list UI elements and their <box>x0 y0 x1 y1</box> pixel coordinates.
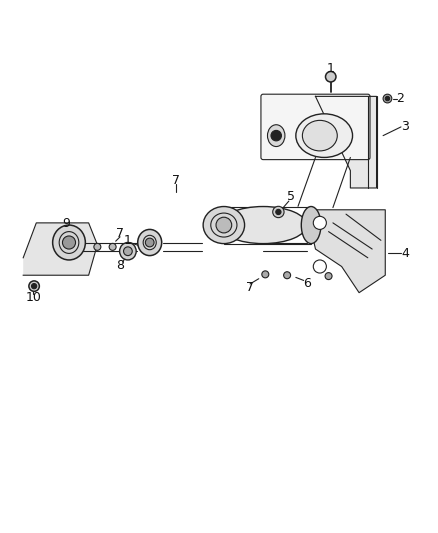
Text: 10: 10 <box>25 292 41 304</box>
Circle shape <box>313 260 325 273</box>
Circle shape <box>215 217 231 233</box>
Circle shape <box>32 284 37 289</box>
Text: 9: 9 <box>62 217 70 230</box>
Circle shape <box>62 236 75 249</box>
Circle shape <box>94 244 101 251</box>
Circle shape <box>145 238 154 247</box>
Ellipse shape <box>119 243 136 260</box>
Ellipse shape <box>295 114 352 157</box>
Circle shape <box>325 71 335 82</box>
Text: 1: 1 <box>326 61 334 75</box>
Circle shape <box>283 272 290 279</box>
Text: 5: 5 <box>287 190 295 203</box>
Circle shape <box>382 94 391 103</box>
Text: 2: 2 <box>396 92 403 105</box>
Ellipse shape <box>203 206 244 244</box>
Ellipse shape <box>53 225 85 260</box>
Polygon shape <box>306 210 385 293</box>
Text: 6: 6 <box>302 277 310 289</box>
Text: 4: 4 <box>400 247 408 260</box>
Ellipse shape <box>302 120 336 151</box>
Ellipse shape <box>219 206 306 244</box>
FancyBboxPatch shape <box>260 94 369 159</box>
Text: 7: 7 <box>245 281 254 294</box>
Circle shape <box>270 131 281 141</box>
Polygon shape <box>23 223 97 275</box>
Circle shape <box>272 206 283 217</box>
Polygon shape <box>315 96 376 188</box>
Circle shape <box>324 272 331 280</box>
Text: 8: 8 <box>116 259 124 272</box>
Circle shape <box>385 96 389 101</box>
Circle shape <box>275 209 280 215</box>
Circle shape <box>123 247 132 256</box>
Ellipse shape <box>267 125 284 147</box>
Text: 1: 1 <box>124 234 131 247</box>
Circle shape <box>313 216 325 229</box>
Text: 3: 3 <box>400 120 408 133</box>
Ellipse shape <box>138 229 161 256</box>
Text: 7: 7 <box>116 227 124 240</box>
Circle shape <box>109 244 116 251</box>
Circle shape <box>261 271 268 278</box>
Text: 7: 7 <box>172 174 180 187</box>
Ellipse shape <box>300 206 320 244</box>
Circle shape <box>29 281 39 292</box>
